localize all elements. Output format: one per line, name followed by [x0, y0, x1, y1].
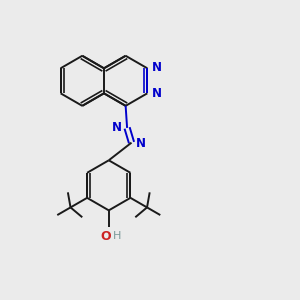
Text: N: N: [152, 87, 162, 101]
Text: N: N: [136, 137, 146, 150]
Text: N: N: [112, 121, 122, 134]
Text: N: N: [152, 61, 162, 74]
Text: O: O: [100, 230, 111, 243]
Text: H: H: [113, 231, 122, 241]
